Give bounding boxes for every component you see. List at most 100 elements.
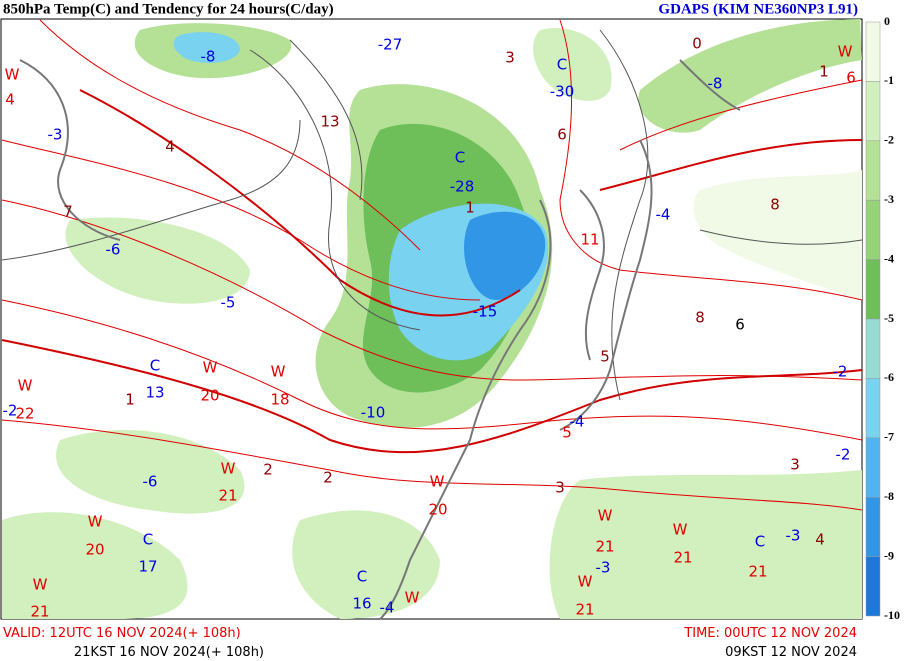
map-label: 21 <box>673 549 692 567</box>
map-label: C <box>557 56 567 74</box>
map-label: 3 <box>790 456 800 474</box>
map-label: C <box>143 531 153 549</box>
map-label: 6 <box>735 316 745 334</box>
map-label: W <box>838 43 853 61</box>
shade <box>693 170 862 300</box>
colorbar-label: -1 <box>884 73 894 87</box>
map-label: -15 <box>473 303 498 321</box>
map-label: 21 <box>595 538 614 556</box>
map-label: 1 <box>465 199 475 217</box>
map-label: W <box>673 521 688 539</box>
map-label: 20 <box>85 541 104 559</box>
map-label: W <box>18 377 33 395</box>
temperature-contours <box>1 19 863 511</box>
map-label: 8 <box>770 196 780 214</box>
colorbar-label: -8 <box>884 489 894 503</box>
shade <box>56 430 245 514</box>
map-label: -6 <box>143 473 158 491</box>
map-label: C <box>755 533 765 551</box>
map-label: -8 <box>708 75 723 93</box>
map-area <box>0 18 863 620</box>
map-label: 13 <box>320 113 339 131</box>
valid-kst: 21KST 16 NOV 2024(+ 108h) <box>74 645 264 660</box>
map-label: C <box>455 149 465 167</box>
colorbar-label: -9 <box>884 548 894 562</box>
map-label: -30 <box>550 83 575 101</box>
shade <box>292 510 440 619</box>
map-label: -6 <box>106 241 121 259</box>
colorbar-box <box>865 140 881 201</box>
model-label: GDAPS (KIM NE360NP3 L91) <box>658 1 858 17</box>
shade <box>533 28 612 101</box>
colorbar-box <box>865 81 881 142</box>
colorbar-label: -10 <box>884 608 900 622</box>
map-label: -3 <box>786 527 801 545</box>
map-label: -5 <box>221 294 236 312</box>
map-label: -10 <box>361 404 386 422</box>
map-label: C <box>357 568 367 586</box>
map-label: W <box>405 589 420 607</box>
map-label: 20 <box>200 387 219 405</box>
colorbar-box <box>865 378 881 439</box>
height-contours <box>1 29 863 401</box>
colorbar-label: -5 <box>884 311 894 325</box>
map-label: 13 <box>145 384 164 402</box>
map-label: W <box>271 363 286 381</box>
map-label: 5 <box>600 348 610 366</box>
map-label: 18 <box>270 391 289 409</box>
map-label: -2 <box>836 446 851 464</box>
map-label: W <box>578 573 593 591</box>
map-label: W <box>598 507 613 525</box>
colorbar-box <box>865 21 881 82</box>
colorbar-label: -4 <box>884 251 894 265</box>
title: 850hPa Temp(C) and Tendency for 24 hours… <box>3 1 334 17</box>
map-label: 16 <box>352 595 371 613</box>
colorbar-box <box>865 318 881 379</box>
colorbar-box <box>865 199 881 260</box>
map-label: 5 <box>562 424 572 442</box>
shade <box>65 217 250 304</box>
colorbar-box <box>865 556 881 617</box>
colorbar-label: -6 <box>884 370 894 384</box>
map-label: W <box>221 460 236 478</box>
map-label: 2 <box>263 461 273 479</box>
valid-utc: VALID: 12UTC 16 NOV 2024(+ 108h) <box>3 626 241 641</box>
map-label: W <box>33 576 48 594</box>
map-label: 1 <box>819 63 829 81</box>
map-label: 4 <box>5 91 15 109</box>
map-label: W <box>88 513 103 531</box>
shade <box>464 211 546 300</box>
map-label: W <box>203 359 218 377</box>
map-label: -4 <box>380 599 395 617</box>
map-label: 21 <box>218 487 237 505</box>
bold-contours <box>1 89 863 454</box>
map-label: -4 <box>570 413 585 431</box>
map-label: W <box>430 473 445 491</box>
map-label: 21 <box>575 601 594 619</box>
map-label: -2 <box>833 363 848 381</box>
colorbar-label: 0 <box>884 14 890 28</box>
map-label: 7 <box>63 203 73 221</box>
time-utc: TIME: 00UTC 12 NOV 2024 <box>683 626 857 641</box>
time-kst: 09KST 12 NOV 2024 <box>725 645 857 660</box>
map-label: W <box>5 66 20 84</box>
colorbar-box <box>865 437 881 498</box>
shade <box>2 512 188 619</box>
map-label: 4 <box>165 138 175 156</box>
map-label: 0 <box>692 35 702 53</box>
coastline <box>19 59 741 620</box>
colorbar-label: -2 <box>884 133 894 147</box>
map-label: 11 <box>580 231 599 249</box>
map-label: 21 <box>30 603 49 621</box>
shade <box>549 470 862 619</box>
map-label: -27 <box>378 36 403 54</box>
shade <box>173 32 240 63</box>
map-label: -8 <box>201 48 216 66</box>
map-label: C <box>150 357 160 375</box>
map-label: 6 <box>557 126 567 144</box>
map-label: 20 <box>428 501 447 519</box>
colorbar-label: -7 <box>884 430 894 444</box>
colorbar-label: -3 <box>884 192 894 206</box>
colorbar-box <box>865 496 881 557</box>
